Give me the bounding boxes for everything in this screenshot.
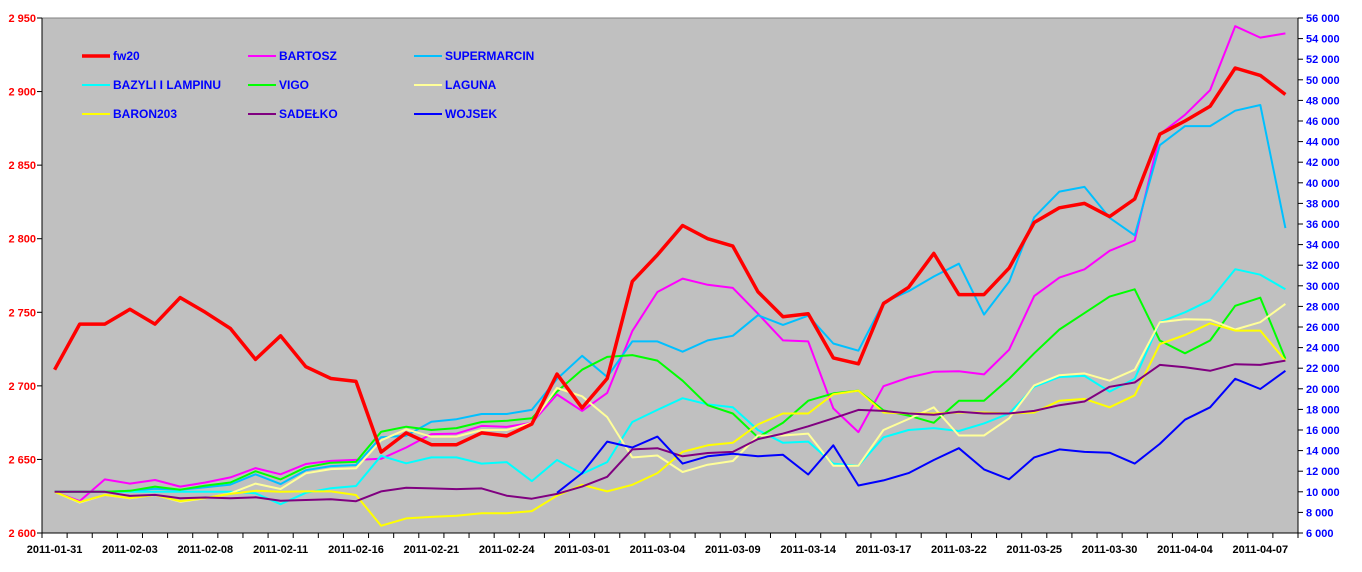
legend-item: WOJSEK <box>414 107 497 121</box>
right-axis-tick-label: 50 000 <box>1306 75 1340 87</box>
x-axis-tick-label: 2011-02-11 <box>253 544 308 556</box>
right-axis-tick-label: 52 000 <box>1306 54 1340 66</box>
legend-item: BAZYLI I LAMPINU <box>82 78 221 92</box>
right-axis-tick-label: 48 000 <box>1306 95 1340 107</box>
series-line-sade-ko <box>54 359 1286 503</box>
series-line-vigo <box>54 288 1287 493</box>
series-line-fw20 <box>53 66 1287 454</box>
left-axis-tick-label: 2 700 <box>8 381 36 393</box>
legend-item: VIGO <box>248 78 309 92</box>
legend: fw20 BARTOSZ SUPERMARCIN BAZYLI I LAMPINU VI… <box>82 49 534 121</box>
legend-item: BARON203 <box>82 107 177 121</box>
series-line-baron203 <box>54 322 1287 527</box>
series-line-wojsek <box>556 369 1286 494</box>
series-line-bartosz <box>54 25 1286 503</box>
x-axis-tick-label: 2011-02-21 <box>404 544 460 556</box>
x-axis-tick-label: 2011-03-30 <box>1082 544 1138 556</box>
right-axis-tick-label: 42 000 <box>1306 157 1340 169</box>
legend-label: SADEŁKO <box>279 107 338 121</box>
right-axis-tick-label: 36 000 <box>1306 219 1340 231</box>
legend-label: WOJSEK <box>445 107 497 121</box>
x-axis-tick-label: 2011-04-07 <box>1232 544 1288 556</box>
x-axis-tick-label: 2011-02-08 <box>177 544 233 556</box>
legend-label: BARON203 <box>113 107 177 121</box>
legend-label: SUPERMARCIN <box>445 49 534 63</box>
x-axis-tick-label: 2011-03-14 <box>780 544 837 556</box>
legend-item: SADEŁKO <box>248 107 338 121</box>
x-axis-tick-label: 2011-02-03 <box>102 544 158 556</box>
x-axis-tick-label: 2011-03-17 <box>856 544 912 556</box>
series-lines <box>53 25 1287 527</box>
left-axis-tick-label: 2 900 <box>8 87 36 99</box>
left-axis-tick-label: 2 950 <box>8 13 36 25</box>
legend-item: BARTOSZ <box>248 49 337 63</box>
legend-item: fw20 <box>82 49 140 63</box>
x-axis-tick-label: 2011-03-22 <box>931 544 987 556</box>
right-axis-tick-label: 6 000 <box>1306 528 1334 540</box>
x-axis-tick-label: 2011-03-25 <box>1006 544 1062 556</box>
right-axis-tick-label: 56 000 <box>1306 13 1340 25</box>
legend-item: SUPERMARCIN <box>414 49 534 63</box>
left-axis-tick-label: 2 600 <box>8 528 36 540</box>
right-axis-tick-label: 38 000 <box>1306 198 1340 210</box>
x-axis-tick-label: 2011-02-16 <box>328 544 384 556</box>
x-axis-tick-label: 2011-04-04 <box>1157 544 1214 556</box>
right-axis-tick-label: 30 000 <box>1306 281 1340 293</box>
axes: 2 600 2 650 2 700 2 750 2 800 2 850 2 900 2 950… <box>8 13 1339 556</box>
x-axis-tick-label: 2011-01-31 <box>27 544 83 556</box>
series-line-supermarcin <box>54 104 1287 493</box>
x-axis-tick-label: 2011-02-24 <box>479 544 536 556</box>
right-axis-tick-label: 20 000 <box>1306 384 1340 396</box>
right-axis-tick-label: 14 000 <box>1306 446 1340 458</box>
right-axis-tick-label: 8 000 <box>1306 507 1334 519</box>
right-axis-tick-label: 12 000 <box>1306 466 1340 478</box>
right-axis-tick-label: 26 000 <box>1306 322 1340 334</box>
legend-label: fw20 <box>113 49 140 63</box>
left-axis-tick-label: 2 850 <box>8 160 36 172</box>
legend-item: LAGUNA <box>414 78 497 92</box>
right-axis-tick-label: 46 000 <box>1306 116 1340 128</box>
left-axis-tick-label: 2 800 <box>8 234 36 246</box>
left-axis-tick-label: 2 750 <box>8 307 36 319</box>
right-axis-tick-label: 16 000 <box>1306 425 1340 437</box>
series-line-bazyli-i-lampinu <box>54 268 1286 506</box>
left-axis-tick-label: 2 650 <box>8 454 36 466</box>
x-axis-tick-label: 2011-03-04 <box>630 544 687 556</box>
right-axis-tick-label: 24 000 <box>1306 343 1340 355</box>
right-axis-tick-label: 22 000 <box>1306 363 1340 375</box>
right-axis-tick-label: 40 000 <box>1306 178 1340 190</box>
legend-label: BARTOSZ <box>279 49 337 63</box>
x-axis-tick-label: 2011-03-01 <box>554 544 610 556</box>
legend-label: BAZYLI I LAMPINU <box>113 78 221 92</box>
right-axis-tick-label: 18 000 <box>1306 404 1340 416</box>
right-axis-tick-label: 28 000 <box>1306 301 1340 313</box>
right-axis-tick-label: 10 000 <box>1306 487 1340 499</box>
right-axis-tick-label: 54 000 <box>1306 34 1340 46</box>
x-axis-tick-label: 2011-03-09 <box>705 544 761 556</box>
right-axis-tick-label: 32 000 <box>1306 260 1340 272</box>
right-axis-tick-label: 44 000 <box>1306 137 1340 149</box>
right-axis-tick-label: 34 000 <box>1306 240 1340 252</box>
plot-area <box>41 17 1299 534</box>
legend-label: VIGO <box>279 78 309 92</box>
legend-label: LAGUNA <box>445 78 497 92</box>
